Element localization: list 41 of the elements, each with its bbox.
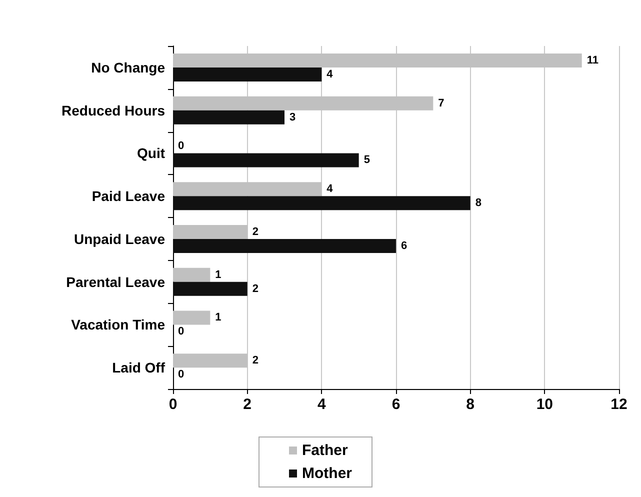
x-tick-label: 6 [392, 396, 400, 413]
x-tick-label: 12 [610, 396, 628, 413]
data-label: 7 [438, 97, 444, 110]
data-label: 4 [326, 68, 334, 80]
bar [173, 282, 248, 296]
data-label: 8 [475, 197, 482, 210]
y-tick-label: No Change [91, 59, 166, 76]
bar [173, 153, 359, 168]
bar [173, 110, 284, 124]
data-label: 2 [252, 282, 258, 295]
data-label: 1 [215, 268, 222, 281]
data-label: 0 [178, 368, 184, 381]
legend-label: Father [302, 442, 348, 459]
data-label: 0 [178, 326, 184, 338]
x-tick-label: 4 [317, 396, 326, 413]
bar [173, 196, 470, 210]
bar [173, 67, 322, 82]
bar [173, 310, 210, 325]
y-tick-label: Laid Off [112, 360, 166, 376]
y-tick-label: Quit [137, 145, 166, 162]
data-label: 2 [252, 226, 258, 238]
data-label: 4 [326, 183, 334, 196]
x-tick-label: 2 [243, 396, 252, 413]
data-label: 11 [586, 54, 598, 66]
legend-label: Mother [302, 465, 352, 482]
x-tick-label: 10 [536, 396, 554, 413]
x-tick-label: 0 [168, 396, 178, 413]
x-tick-label: 8 [466, 396, 475, 413]
bar [173, 268, 210, 282]
y-tick-label: Paid Leave [92, 188, 166, 204]
y-tick-label: Vacation Time [71, 316, 166, 333]
data-label: 1 [215, 312, 222, 324]
y-tick-label: Parental Leave [66, 274, 166, 290]
bar [173, 238, 396, 253]
data-label: 2 [252, 354, 258, 367]
data-label: 0 [178, 140, 184, 152]
y-tick-label: Unpaid Leave [74, 230, 166, 247]
data-label: 6 [401, 240, 408, 252]
y-tick-label: Reduced Hours [62, 102, 166, 118]
data-label: 3 [290, 111, 296, 124]
data-label: 5 [364, 154, 370, 166]
